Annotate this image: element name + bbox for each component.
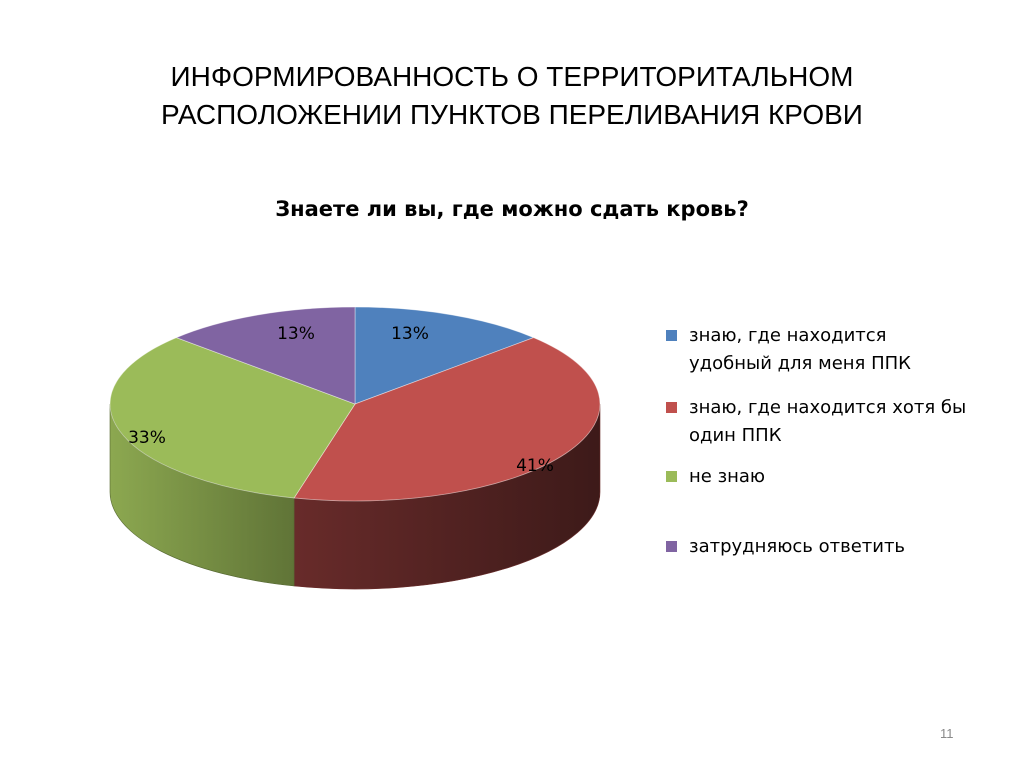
legend-label-any-ppk: знаю, где находится хотя бы один ППК: [689, 397, 967, 446]
slide-title: ИНФОРМИРОВАННОСТЬ О ТЕРРИТОРИТАЛЬНОМ РАС…: [60, 58, 964, 134]
slide-title-line-2: РАСПОЛОЖЕНИИ ПУНКТОВ ПЕРЕЛИВАНИЯ КРОВИ: [161, 99, 863, 130]
page-number: 11: [940, 726, 954, 741]
pie-data-label-any-ppk: 41%: [516, 456, 554, 476]
pie-slice-any-ppk: [293, 337, 601, 502]
pie-slice-convenient-ppk: [354, 306, 535, 405]
legend-item-any-ppk: знаю, где находится хотя бы один ППК: [666, 394, 969, 450]
legend-item-hard-to-answer: затрудняюсь ответить: [666, 533, 969, 561]
pie-slice-hard-to-answer: [175, 306, 356, 405]
chart-title: Знаете ли вы, где можно сдать кровь?: [275, 197, 749, 221]
legend-label-convenient-ppk: знаю, где находится удобный для меня ППК: [689, 325, 911, 374]
pie-data-label-convenient-ppk: 13%: [391, 324, 429, 344]
legend-swatch-any-ppk: [666, 402, 677, 413]
pie-data-label-dont-know: 33%: [128, 428, 166, 448]
legend-swatch-dont-know: [666, 471, 677, 482]
pie-data-label-hard-to-answer: 13%: [277, 324, 315, 344]
legend-swatch-hard-to-answer: [666, 541, 677, 552]
pie-slice-dont-know: [109, 337, 356, 499]
legend-item-convenient-ppk: знаю, где находится удобный для меня ППК: [666, 322, 969, 378]
legend-swatch-convenient-ppk: [666, 330, 677, 341]
legend-label-dont-know: не знаю: [689, 466, 766, 487]
slide-title-line-1: ИНФОРМИРОВАННОСТЬ О ТЕРРИТОРИТАЛЬНОМ: [170, 61, 854, 92]
legend-item-dont-know: не знаю: [666, 463, 969, 491]
legend-label-hard-to-answer: затрудняюсь ответить: [689, 536, 906, 557]
